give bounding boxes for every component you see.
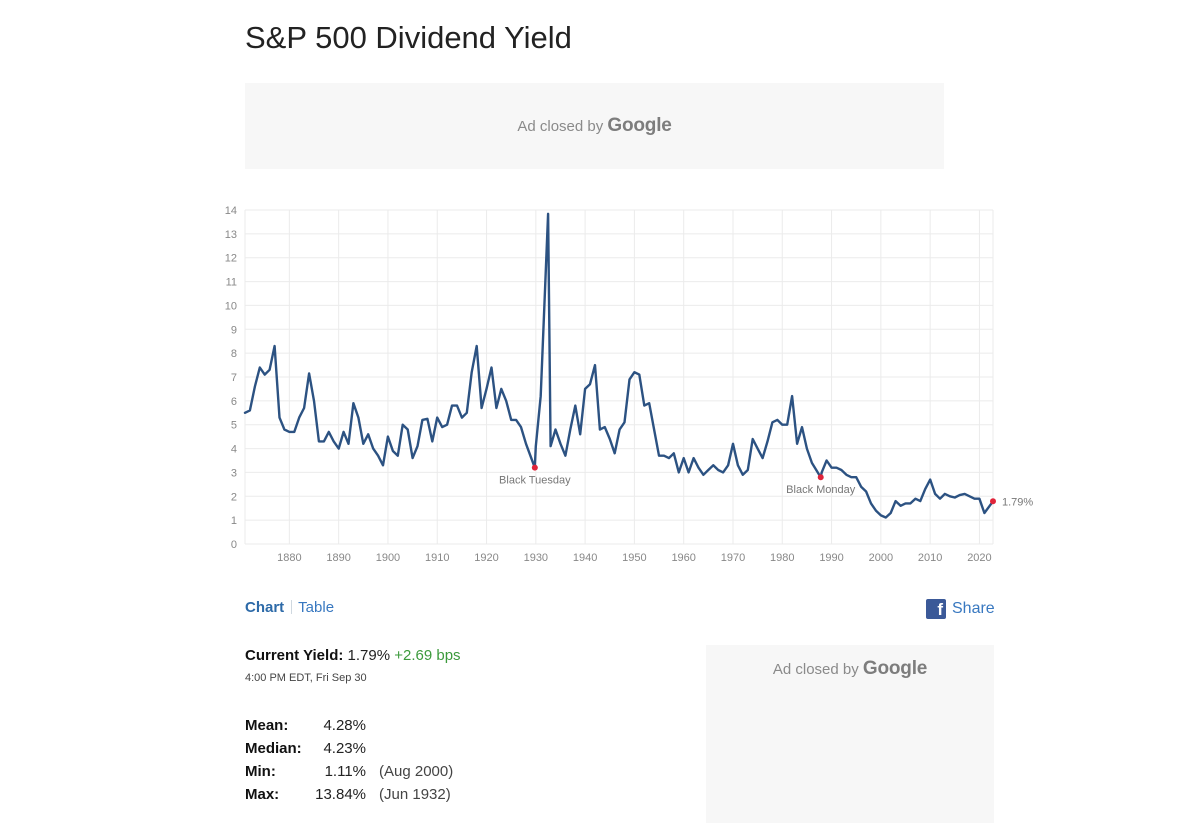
- current-yield-change: +2.69 bps: [394, 647, 461, 664]
- ad-placeholder-side: Ad closed by Google: [706, 645, 994, 823]
- stat-value: 4.23%: [323, 740, 366, 757]
- y-tick-label: 11: [226, 277, 237, 289]
- facebook-icon: f: [926, 599, 946, 619]
- yield-series-line[interactable]: [243, 212, 995, 519]
- y-tick-label: 12: [225, 253, 237, 265]
- stat-row-max: Max: 13.84% (Jun 1932): [245, 783, 453, 806]
- y-tick-label: 5: [231, 420, 237, 432]
- annotation-marker: [531, 464, 538, 471]
- y-tick-label: 1: [231, 515, 237, 527]
- page-title: S&P 500 Dividend Yield: [245, 20, 572, 55]
- x-tick-label: 1940: [573, 552, 597, 564]
- current-yield: Current Yield: 1.79% +2.69 bps: [245, 647, 461, 664]
- y-tick-label: 0: [231, 539, 237, 551]
- y-tick-label: 14: [225, 205, 237, 217]
- ad-closed-text: Ad closed by: [517, 118, 604, 135]
- chart-annotations: Black Tuesday Black Monday 1.79%: [499, 464, 1033, 508]
- tab-divider: [291, 600, 293, 614]
- stat-label: Min:: [245, 763, 276, 780]
- x-tick-label: 1910: [425, 552, 449, 564]
- x-tick-label: 1960: [671, 552, 695, 564]
- x-tick-label: 2000: [869, 552, 893, 564]
- y-tick-label: 4: [231, 444, 237, 456]
- x-tick-label: 1980: [770, 552, 794, 564]
- stat-date: (Jun 1932): [379, 786, 451, 803]
- x-tick-label: 1880: [277, 552, 301, 564]
- y-tick-label: 9: [231, 324, 237, 336]
- quote-timestamp: 4:00 PM EDT, Fri Sep 30: [245, 672, 367, 684]
- stat-row-min: Min: 1.11% (Aug 2000): [245, 760, 453, 783]
- annotation-label: Black Tuesday: [499, 475, 571, 487]
- view-tabs: Chart Table: [245, 599, 334, 616]
- share-label: Share: [952, 600, 995, 617]
- x-tick-label: 1990: [819, 552, 843, 564]
- stat-label: Max:: [245, 786, 280, 803]
- y-tick-label: 6: [231, 396, 237, 408]
- yield-statistics: Mean: 4.28% Median: 4.23% Min: 1.11% (Aug 20…: [245, 714, 453, 806]
- y-tick-label: 10: [225, 300, 237, 312]
- y-tick-label: 7: [231, 372, 237, 384]
- stat-value: 13.84%: [315, 786, 366, 803]
- x-tick-label: 1920: [474, 552, 498, 564]
- x-tick-label: 2020: [967, 552, 991, 564]
- stat-row-median: Median: 4.23%: [245, 737, 453, 760]
- stat-value: 1.11%: [324, 763, 366, 780]
- ad-closed-text: Ad closed by: [772, 661, 859, 678]
- x-tick-label: 1970: [721, 552, 745, 564]
- x-tick-label: 1950: [622, 552, 646, 564]
- share-button[interactable]: f Share: [926, 599, 995, 619]
- annotation-label: 1.79%: [1002, 496, 1033, 508]
- y-tick-label: 8: [231, 348, 237, 360]
- y-tick-label: 3: [231, 467, 237, 479]
- current-yield-value: 1.79%: [347, 647, 391, 664]
- google-brand-text: Google: [862, 658, 928, 679]
- stat-label: Median:: [245, 740, 302, 757]
- y-tick-label: 13: [225, 229, 237, 241]
- current-yield-label: Current Yield:: [245, 647, 344, 664]
- stat-value: 4.28%: [323, 717, 366, 734]
- tab-table[interactable]: Table: [298, 599, 335, 616]
- x-axis-ticks: 1880 1890 1900 1910 1920 1930 1940 1950 1960 1970…: [277, 552, 992, 564]
- chart-grid: [244, 209, 994, 545]
- stat-date: (Aug 2000): [379, 763, 454, 780]
- tab-chart[interactable]: Chart: [245, 599, 285, 616]
- x-tick-label: 1930: [524, 552, 548, 564]
- ad-placeholder-top: Ad closed by Google: [245, 83, 944, 169]
- x-tick-label: 1890: [326, 552, 350, 564]
- y-tick-label: 2: [231, 491, 237, 503]
- x-tick-label: 2010: [918, 552, 942, 564]
- x-tick-label: 1900: [376, 552, 400, 564]
- annotation-label: Black Monday: [786, 484, 856, 496]
- annotation-marker: [817, 474, 824, 481]
- stat-label: Mean:: [245, 717, 289, 734]
- google-brand-text: Google: [607, 115, 672, 136]
- annotation-marker: [990, 498, 996, 505]
- stat-row-mean: Mean: 4.28%: [245, 714, 453, 737]
